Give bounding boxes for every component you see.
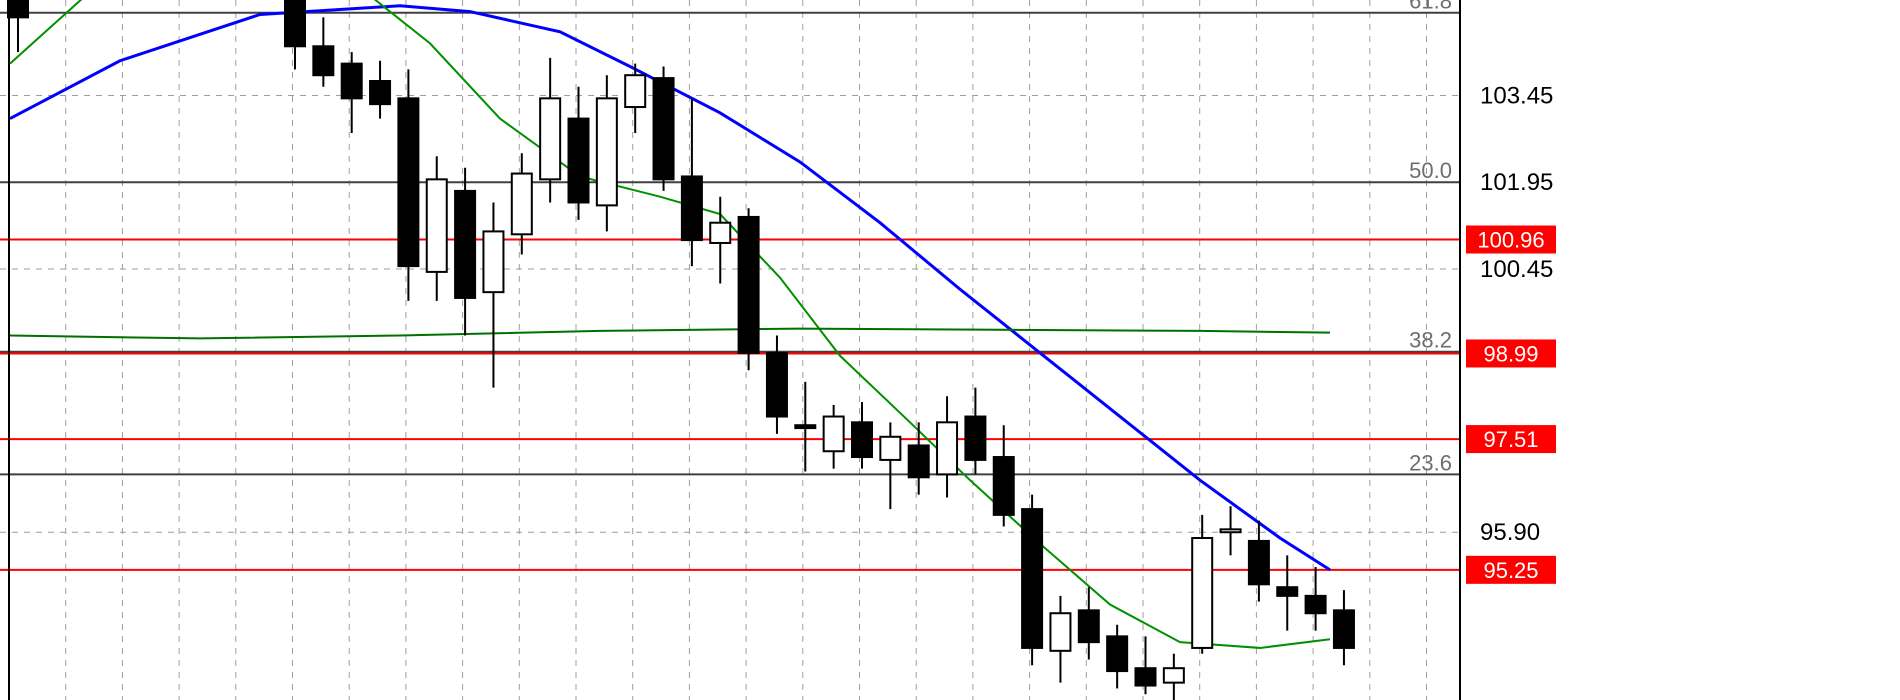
price-box-label: 95.25 [1483, 558, 1538, 583]
fib-label: 50.0 [1409, 158, 1452, 183]
y-tick-label: 100.45 [1480, 256, 1553, 283]
y-tick-label: 101.95 [1480, 169, 1553, 196]
fib-label: 23.6 [1409, 450, 1452, 475]
price-box-label: 100.96 [1477, 228, 1544, 253]
fib-label: 61.8 [1409, 0, 1452, 14]
y-tick-label: 95.90 [1480, 519, 1540, 546]
fib-label: 38.2 [1409, 328, 1452, 353]
chart-background [0, 0, 1900, 700]
y-tick-label: 103.45 [1480, 82, 1553, 109]
candlestick-chart: 61.8 50.0 38.2 23.6 103.45 101.95 100.45 95.90 1… [0, 0, 1900, 700]
price-box-label: 97.51 [1483, 427, 1538, 452]
price-box-label: 98.99 [1483, 341, 1538, 366]
